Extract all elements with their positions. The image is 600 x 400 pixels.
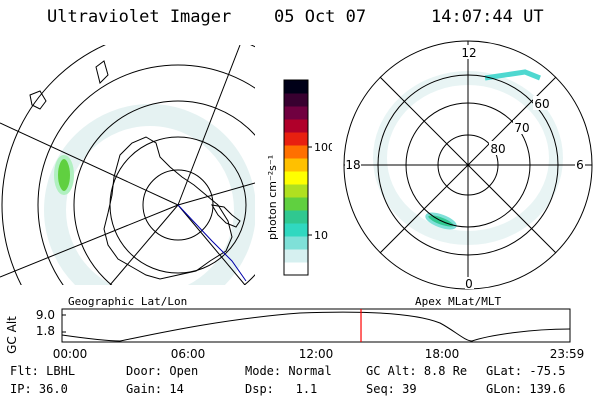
timeline-axis-label: GC Alt — [5, 316, 19, 354]
timeline-ytick-bottom: 1.8 — [36, 324, 55, 338]
colorbar-segment — [284, 262, 308, 276]
meridian-line — [109, 204, 179, 285]
mlt-label-6: 6 — [576, 158, 584, 172]
colorbar-segment — [284, 80, 308, 94]
colorbar-tick-10: 10 — [314, 229, 328, 242]
latitude-circle — [1, 45, 255, 285]
colorbar-segment — [284, 158, 308, 172]
aurora-arc — [484, 69, 541, 81]
colorbar-segment — [284, 93, 308, 107]
timeline-xtick-1800: 18:00 — [425, 347, 460, 361]
right-panel-caption: Apex MLat/MLT — [415, 295, 502, 308]
colorbar-unit-label: photon cm⁻²s⁻¹ — [266, 155, 279, 240]
status-glat: GLat: -75.5 — [486, 364, 566, 378]
colorbar-segment — [284, 249, 308, 263]
aurora-oval — [44, 104, 255, 285]
mlat-label-60: 60 — [534, 97, 549, 111]
time-label: 14:07:44 UT — [431, 7, 544, 27]
status-gc-alt: GC Alt: 8.8 Re — [366, 364, 468, 378]
colorbar-segment — [284, 132, 308, 146]
timeline-xtick-0000: 00:00 — [53, 347, 88, 361]
colorbar-segment — [284, 223, 308, 237]
status-flt: Flt: LBHL — [10, 364, 76, 378]
geographic-map — [0, 45, 255, 285]
meridian-line — [177, 204, 246, 285]
coastline — [211, 204, 241, 228]
colorbar-segment — [284, 171, 308, 185]
mlt-line — [379, 76, 557, 254]
coastline — [95, 60, 109, 84]
timeline-xtick-1200: 12:00 — [299, 347, 334, 361]
colorbar-segment — [284, 145, 308, 159]
mlat-label-80: 80 — [490, 142, 505, 156]
aurora-bright-spot — [54, 155, 74, 195]
mlat-label-70: 70 — [514, 121, 529, 135]
status-dsp: Dsp: 1.1 — [245, 382, 318, 396]
status-gain: Gain: 14 — [126, 382, 184, 396]
status-ip: IP: 36.0 — [10, 382, 68, 396]
satellite-track — [177, 204, 247, 282]
altitude-curve — [61, 311, 571, 342]
left-panel-caption: Geographic Lat/Lon — [68, 295, 188, 308]
meridian-line — [177, 45, 241, 206]
meridian-line — [0, 122, 179, 206]
timeline-xtick-2359: 23:59 — [550, 347, 585, 361]
coastline — [29, 90, 47, 110]
colorbar-segment — [284, 184, 308, 198]
meridian-line — [177, 182, 255, 206]
colorbar-segment — [284, 236, 308, 250]
colorbar-segment — [284, 106, 308, 120]
colorbar-tick-100: 100 — [314, 141, 332, 154]
mlt-label-18: 18 — [345, 158, 360, 172]
status-mode: Mode: Normal — [245, 364, 332, 378]
timeline-ytick-top: 9.0 — [36, 308, 55, 322]
latitude-circle — [37, 64, 255, 285]
meridian-line — [0, 204, 179, 278]
colorbar-segment — [284, 210, 308, 224]
mlt-label-0: 0 — [465, 277, 473, 290]
color-scale-bar: 100 10 photon cm⁻²s⁻¹ — [266, 79, 332, 276]
magnetic-polar-plot: 12 0 18 6 60 70 80 — [343, 40, 593, 290]
date-label: 05 Oct 07 — [274, 7, 367, 27]
antarctica-coastline — [103, 136, 233, 280]
mlt-label-12: 12 — [461, 46, 476, 60]
status-glon: GLon: 139.6 — [486, 382, 566, 396]
colorbar-segment — [284, 119, 308, 133]
altitude-timeline: GC Alt 9.0 1.8 00:00 06:00 12:00 18:00 2… — [5, 308, 585, 361]
status-door: Door: Open — [126, 364, 199, 378]
latitude-circle — [73, 100, 255, 285]
colorbar-segment — [284, 197, 308, 211]
instrument-title: Ultraviolet Imager — [47, 7, 232, 27]
status-seq: Seq: 39 — [366, 382, 417, 396]
timeline-xtick-0600: 06:00 — [171, 347, 206, 361]
